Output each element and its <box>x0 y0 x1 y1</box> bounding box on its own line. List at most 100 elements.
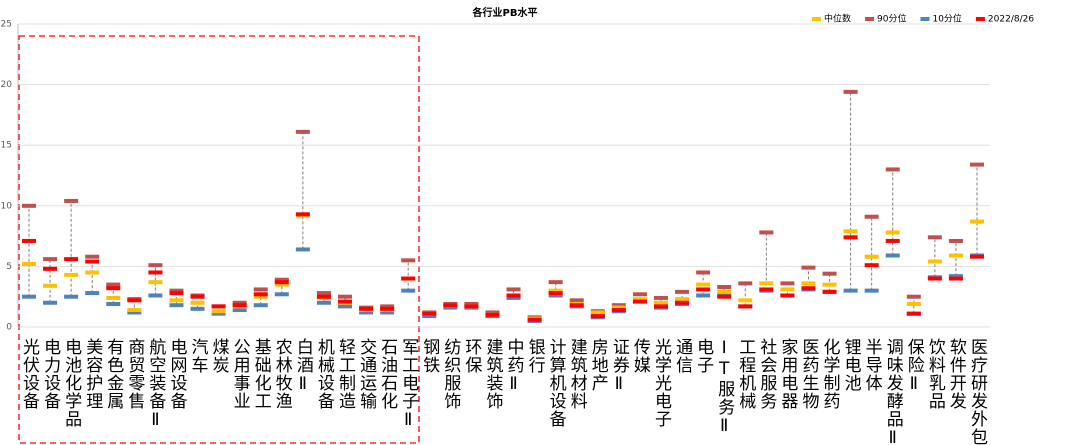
x-tick-label: 化学制药 <box>820 338 841 410</box>
marker <box>548 288 563 293</box>
x-tick-label: 公用事业 <box>230 338 251 410</box>
marker <box>148 263 163 268</box>
marker <box>380 304 395 309</box>
marker <box>232 300 247 305</box>
marker <box>506 293 521 298</box>
x-tick-label: 电池化学品 <box>61 338 82 428</box>
x-tick-label: 证券Ⅱ <box>609 338 630 395</box>
x-tick-label: 家用电器 <box>777 338 798 410</box>
marker <box>43 283 58 288</box>
x-tick-label: IT服务Ⅱ <box>714 338 735 437</box>
x-tick-label: 钢铁 <box>419 338 440 374</box>
marker <box>380 310 395 315</box>
marker <box>295 212 310 217</box>
chart-title: 各行业PB水平 <box>472 6 538 19</box>
marker <box>211 309 226 314</box>
legend-label: 90分位 <box>877 13 906 25</box>
x-tick-label: 有色金属 <box>103 338 124 410</box>
marker <box>106 295 121 300</box>
marker <box>359 306 374 311</box>
marker <box>885 167 900 172</box>
marker <box>632 297 647 302</box>
marker <box>211 311 226 316</box>
marker <box>906 294 921 299</box>
marker <box>696 270 711 275</box>
x-tick-label: 计算机设备 <box>546 338 567 428</box>
marker <box>906 311 921 316</box>
marker <box>780 293 795 298</box>
marker <box>654 300 668 305</box>
x-tick-label: 传媒 <box>630 338 651 374</box>
marker <box>906 301 921 306</box>
x-tick-label: 商贸零售 <box>124 338 145 410</box>
marker <box>548 280 563 285</box>
marker <box>232 303 247 308</box>
marker <box>569 298 584 303</box>
marker <box>106 282 121 287</box>
x-tick-label: 软件开发 <box>946 338 967 410</box>
marker <box>253 292 268 297</box>
marker <box>64 272 79 277</box>
marker <box>654 295 668 300</box>
x-tick-label: 建筑材料 <box>567 338 588 410</box>
marker <box>127 310 142 315</box>
marker <box>548 293 563 298</box>
marker <box>64 294 79 299</box>
marker <box>190 300 205 305</box>
marker <box>211 304 226 309</box>
x-tick-label: 电网设备 <box>166 338 187 410</box>
marker <box>148 280 163 285</box>
marker <box>611 308 626 313</box>
marker <box>717 294 732 299</box>
marker <box>864 254 879 259</box>
marker <box>780 281 795 286</box>
legend-label: 中位数 <box>824 13 851 25</box>
x-tick-label: 半导体 <box>862 338 883 392</box>
marker <box>169 291 184 296</box>
marker <box>822 282 837 287</box>
marker <box>85 291 100 296</box>
marker <box>295 247 310 252</box>
x-tick-label: 调味发酵品Ⅱ <box>883 338 904 445</box>
legend-label: 2022/8/26 <box>988 15 1034 25</box>
x-tick-label: 石油石化 <box>377 338 398 410</box>
marker <box>885 230 900 235</box>
marker <box>548 291 563 296</box>
x-tick-label: 美容护理 <box>82 338 103 410</box>
marker <box>970 219 984 224</box>
marker <box>190 294 205 299</box>
marker <box>380 306 395 311</box>
marker <box>801 265 816 270</box>
marker <box>970 162 984 167</box>
marker <box>64 257 79 262</box>
marker <box>843 229 858 234</box>
marker <box>253 303 268 308</box>
x-tick-label: 机械设备 <box>314 338 335 410</box>
marker <box>232 308 247 313</box>
x-tick-label: 工程机械 <box>735 338 756 410</box>
marker <box>253 294 268 299</box>
marker <box>85 259 100 264</box>
marker <box>738 281 753 286</box>
marker <box>738 298 753 303</box>
marker <box>401 276 416 281</box>
x-tick-label: 白酒Ⅱ <box>293 338 314 395</box>
marker <box>43 300 58 305</box>
x-tick-label: 电子 <box>693 338 714 374</box>
marker <box>801 281 816 286</box>
marker <box>843 235 858 240</box>
marker <box>148 270 163 275</box>
marker <box>148 293 163 298</box>
marker <box>927 276 942 281</box>
marker <box>443 303 458 308</box>
x-tick-label: 光学光电子 <box>651 338 672 428</box>
x-tick-label: 房地产 <box>588 338 609 392</box>
marker <box>169 303 184 308</box>
marker <box>864 288 879 293</box>
marker <box>274 280 289 285</box>
x-tick-label: 煤炭 <box>209 338 230 374</box>
marker <box>675 297 690 302</box>
highlight-box <box>18 35 420 444</box>
y-tick-label: 0 <box>6 323 12 333</box>
